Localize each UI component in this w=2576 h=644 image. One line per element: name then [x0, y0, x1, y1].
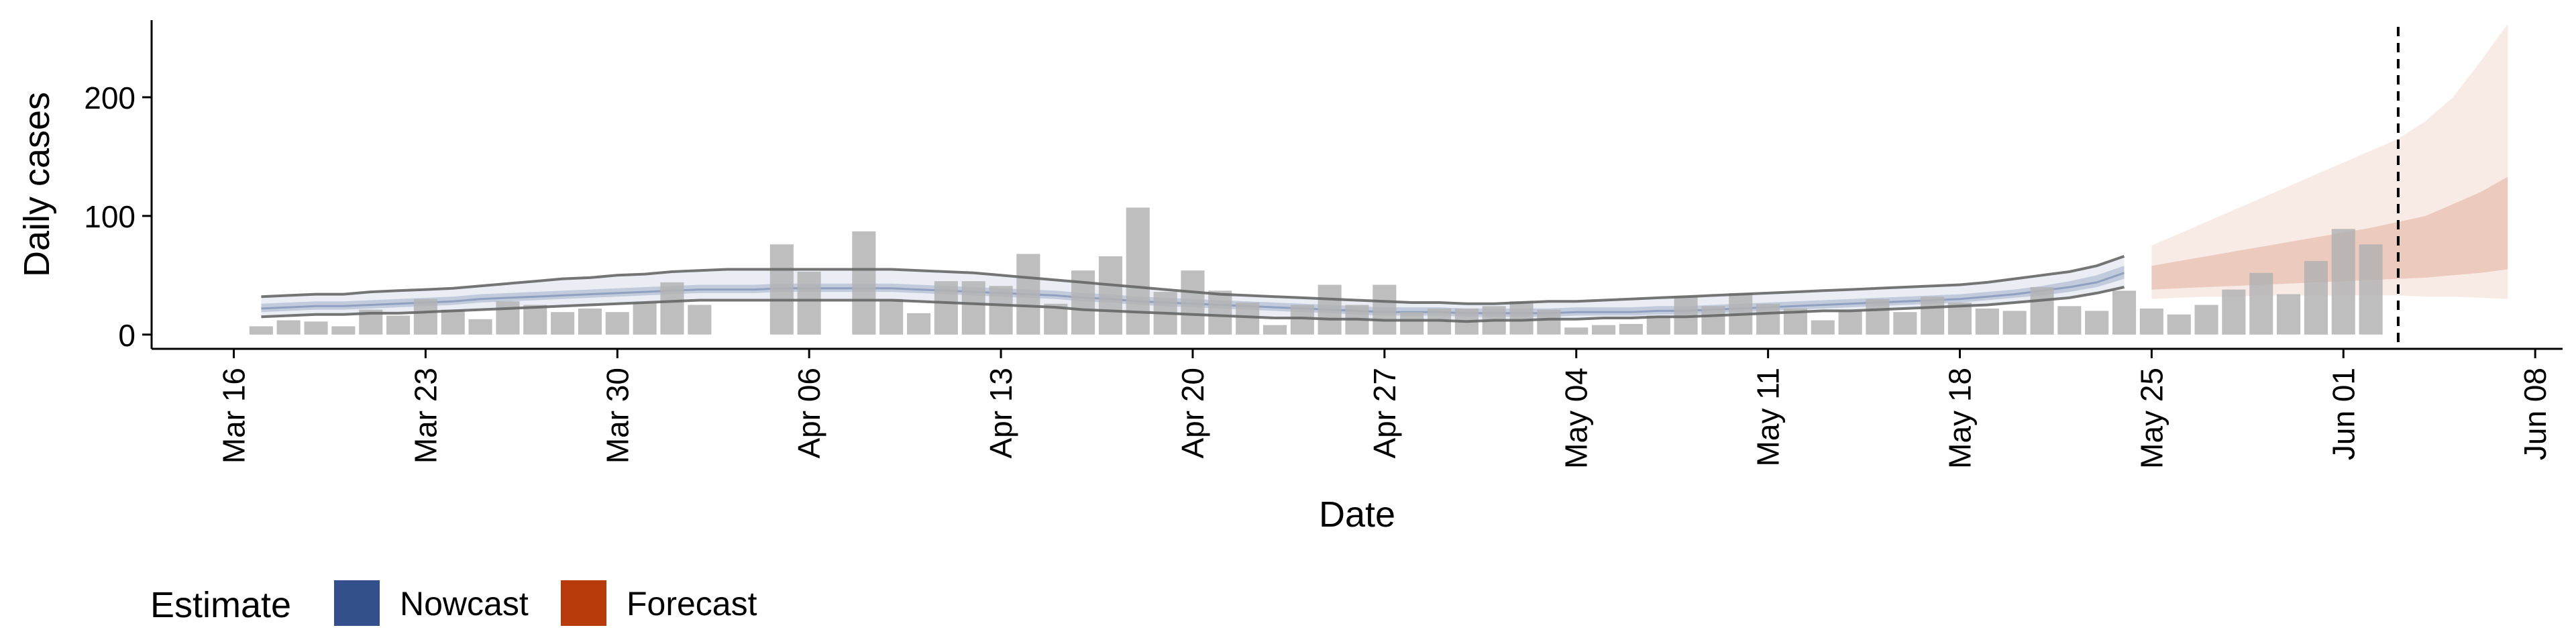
bar-50: [1619, 323, 1643, 335]
bar-3: [331, 326, 356, 335]
bar-24: [907, 313, 931, 335]
bar-5: [386, 315, 411, 335]
y-tick-label-1: 100: [84, 199, 136, 234]
bar-66: [2057, 306, 2082, 335]
bar-39: [1318, 284, 1342, 335]
bar-42: [1400, 312, 1424, 335]
bar-57: [1811, 320, 1835, 335]
bar-10: [523, 305, 547, 335]
bar-62: [1947, 303, 1972, 335]
bar-77: [2359, 244, 2383, 335]
legend-label-forecast: Forecast: [627, 585, 757, 623]
bar-1: [276, 320, 301, 335]
bar-74: [2277, 294, 2301, 335]
bar-0: [249, 326, 273, 335]
x-tick-label-6: Apr 27: [1367, 368, 1402, 459]
nowcast-outer-interval: [261, 256, 2125, 322]
bar-61: [1921, 297, 1945, 335]
bar-9: [496, 301, 520, 335]
bar-11: [551, 312, 575, 335]
y-tick-label-0: 0: [118, 318, 136, 353]
bar-12: [578, 308, 602, 335]
y-tick-label-2: 200: [84, 80, 136, 115]
legend-key-forecast: [561, 580, 606, 626]
bar-76: [2331, 229, 2355, 335]
bar-67: [2085, 311, 2109, 335]
bar-36: [1236, 303, 1260, 335]
bar-23: [879, 299, 904, 335]
forecast-ribbons: [2151, 23, 2508, 299]
bar-27: [989, 286, 1013, 335]
bar-37: [1263, 325, 1287, 335]
bar-68: [2112, 290, 2137, 335]
bar-19: [769, 244, 794, 335]
bar-70: [2167, 314, 2191, 335]
bar-6: [413, 299, 437, 335]
legend-key-nowcast: [334, 580, 380, 626]
bar-14: [633, 303, 657, 335]
bound-lines: [261, 255, 2125, 323]
x-tick-label-11: Jun 01: [2326, 368, 2361, 460]
bar-47: [1537, 309, 1561, 335]
bar-64: [2002, 311, 2027, 335]
bar-7: [441, 309, 465, 335]
bar-41: [1373, 284, 1397, 335]
bar-38: [1290, 305, 1314, 335]
bar-26: [961, 281, 985, 335]
x-tick-label-8: May 11: [1751, 368, 1786, 466]
x-axis-ticks: Mar 16 Mar 23 Mar 30 Apr 06 Apr 13 Apr 20 Apr …: [217, 349, 2553, 469]
bar-46: [1509, 301, 1534, 335]
bar-55: [1756, 303, 1780, 335]
x-tick-label-3: Apr 06: [792, 368, 826, 459]
bar-16: [688, 305, 712, 335]
x-tick-label-12: Jun 08: [2518, 368, 2553, 460]
bar-31: [1098, 256, 1122, 335]
bar-59: [1866, 299, 1890, 335]
x-tick-label-2: Mar 30: [600, 368, 635, 464]
bar-48: [1564, 327, 1589, 335]
bar-32: [1126, 207, 1150, 335]
bar-30: [1071, 270, 1095, 335]
bar-51: [1646, 315, 1670, 335]
bar-15: [660, 282, 684, 335]
bar-63: [1975, 308, 1999, 335]
bar-60: [1893, 312, 1917, 335]
bar-2: [304, 321, 328, 335]
y-axis-ticks: 0 100 200: [84, 80, 152, 353]
legend-label-nowcast: Nowcast: [400, 585, 529, 623]
bar-53: [1701, 306, 1725, 335]
bar-72: [2222, 289, 2246, 335]
bar-49: [1592, 325, 1616, 335]
bar-75: [2304, 261, 2328, 335]
bar-73: [2249, 272, 2273, 335]
x-axis-title: Date: [1319, 494, 1395, 535]
bar-25: [934, 281, 958, 335]
bar-65: [2030, 287, 2054, 335]
bar-20: [797, 272, 821, 335]
x-tick-label-7: May 04: [1559, 368, 1594, 469]
nowcast-upper-bound-line: [261, 255, 2125, 305]
bar-34: [1181, 270, 1205, 335]
x-tick-label-10: May 25: [2134, 368, 2169, 469]
bar-28: [1016, 254, 1040, 335]
nowcast-lower-bound-line: [261, 286, 2125, 323]
x-tick-label-5: Apr 20: [1175, 368, 1210, 459]
x-tick-label-1: Mar 23: [408, 368, 443, 464]
bar-71: [2194, 305, 2218, 335]
bar-35: [1208, 290, 1232, 335]
bar-58: [1838, 311, 1862, 335]
x-tick-label-0: Mar 16: [217, 368, 252, 464]
y-axis-title: Daily cases: [17, 92, 57, 277]
x-tick-label-9: May 18: [1943, 368, 1978, 469]
bar-8: [468, 319, 492, 335]
forecast-inner-interval: [2151, 176, 2508, 290]
bar-69: [2139, 308, 2163, 335]
forecast-outer-interval: [2151, 23, 2508, 299]
bar-13: [605, 312, 629, 335]
bar-22: [852, 231, 876, 335]
legend-title: Estimate: [150, 585, 291, 625]
legend: Estimate Nowcast Forecast: [150, 580, 757, 626]
x-tick-label-4: Apr 13: [983, 368, 1018, 459]
